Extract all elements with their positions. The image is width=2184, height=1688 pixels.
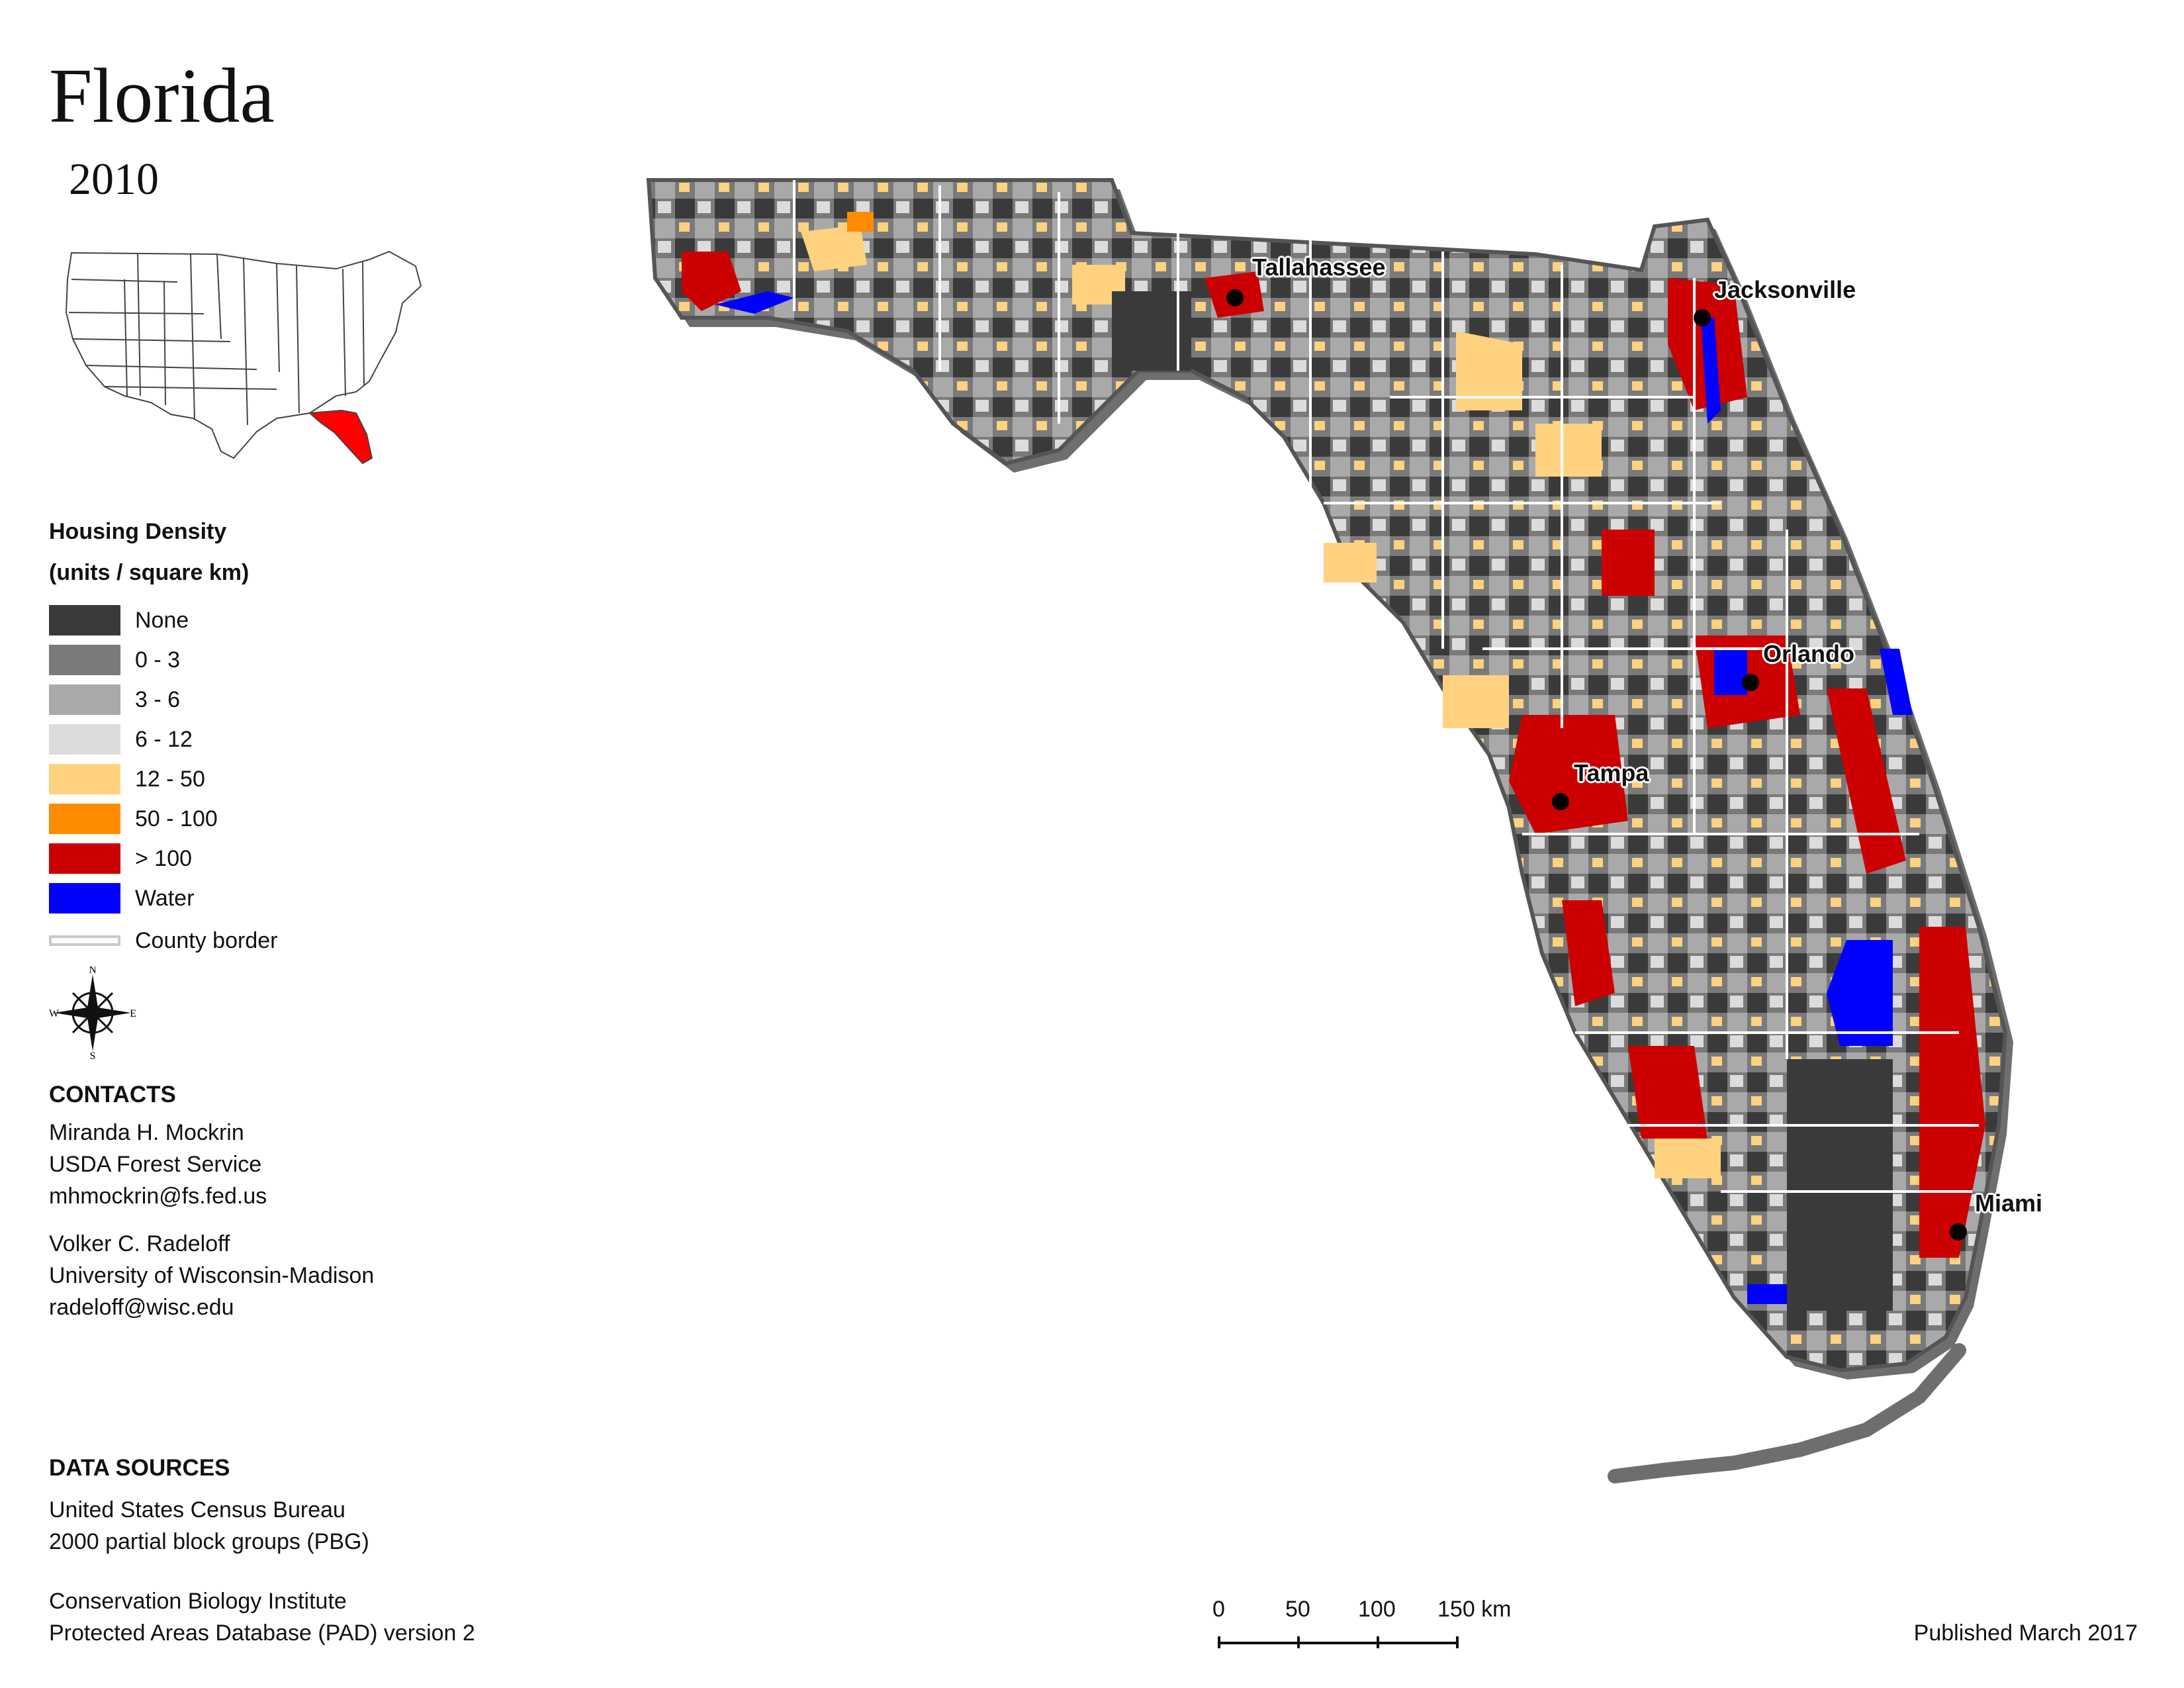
density-patches <box>682 212 1985 1311</box>
contact-name: Miranda H. Mockrin <box>49 1120 244 1145</box>
data-sources-heading: DATA SOURCES <box>49 1455 230 1481</box>
city-marker-orlando <box>1742 674 1759 691</box>
city-label-tallahassee: Tallahassee <box>1252 254 1386 281</box>
legend-swatch <box>49 605 120 635</box>
legend-item: > 100 <box>49 842 393 875</box>
legend-item: 12 - 50 <box>49 763 393 796</box>
legend-swatch <box>49 764 120 794</box>
legend-swatch <box>49 645 120 675</box>
us-locator-inset <box>65 250 422 465</box>
city-label-orlando: Orlando <box>1763 640 1855 667</box>
florida-keys <box>1608 1343 1966 1483</box>
legend-label: County border <box>135 927 278 953</box>
legend-item: 50 - 100 <box>49 802 393 835</box>
legend-label: 6 - 12 <box>135 726 193 752</box>
city-marker-jacksonville <box>1694 309 1711 326</box>
legend-item: 0 - 3 <box>49 643 393 677</box>
city-marker-tallahassee <box>1226 289 1244 306</box>
scale-tick-label: 150 km <box>1437 1597 1512 1622</box>
legend-item-county-border: County border <box>49 924 393 957</box>
legend-item: 3 - 6 <box>49 683 393 716</box>
published-date: Published March 2017 <box>1913 1620 2138 1646</box>
contact-email: radeloff@wisc.edu <box>49 1295 234 1320</box>
compass-n: N <box>89 966 97 976</box>
legend-label: 50 - 100 <box>135 806 218 831</box>
legend-heading: Housing Density <box>49 519 227 544</box>
legend-label: 12 - 50 <box>135 766 205 792</box>
data-source-line: 2000 partial block groups (PBG) <box>49 1529 369 1554</box>
contact-org: USDA Forest Service <box>49 1152 262 1177</box>
data-source-line: Conservation Biology Institute <box>49 1589 347 1614</box>
legend-swatch <box>49 804 120 834</box>
legend-label: > 100 <box>135 845 193 871</box>
compass-e: E <box>130 1008 136 1019</box>
legend-item: Water <box>49 882 393 915</box>
city-marker-tampa <box>1552 793 1569 810</box>
contacts-heading: CONTACTS <box>49 1082 176 1107</box>
legend-swatch <box>49 843 120 874</box>
scale-tick-label: 50 <box>1285 1597 1310 1622</box>
compass-s: S <box>90 1051 96 1059</box>
county-borders <box>793 180 1979 1193</box>
contact-org: University of Wisconsin-Madison <box>49 1263 375 1288</box>
city-marker-miami <box>1950 1223 1967 1241</box>
data-source-line: Protected Areas Database (PAD) version 2 <box>49 1620 475 1646</box>
legend-label: 0 - 3 <box>135 647 181 673</box>
compass-rose-icon: N S W E <box>49 966 136 1059</box>
scale-bar <box>1218 1636 1459 1648</box>
legend-item: None <box>49 604 393 637</box>
data-source-line: United States Census Bureau <box>49 1497 345 1523</box>
legend-swatch <box>49 724 120 755</box>
legend-label: None <box>135 607 189 633</box>
scale-tick-label: 0 <box>1212 1597 1225 1622</box>
map-year: 2010 <box>69 154 159 204</box>
scale-tick-label: 100 <box>1358 1597 1396 1622</box>
contact-email: mhmockrin@fs.fed.us <box>49 1184 267 1209</box>
us-outline <box>65 250 422 459</box>
legend-units: (units / square km) <box>49 560 250 585</box>
contact-name: Volker C. Radeloff <box>49 1231 230 1256</box>
compass-w: W <box>49 1008 60 1019</box>
city-label-miami: Miami <box>1975 1190 2043 1217</box>
city-label-tampa: Tampa <box>1574 759 1649 786</box>
florida-highlight <box>308 409 373 465</box>
legend-swatch-county-border <box>49 935 120 946</box>
legend-swatch <box>49 883 120 914</box>
legend-label: 3 - 6 <box>135 686 181 712</box>
legend-label: Water <box>135 885 195 911</box>
legend-item: 6 - 12 <box>49 723 393 756</box>
city-label-jacksonville: Jacksonville <box>1714 276 1856 303</box>
map-title: Florida <box>49 52 275 139</box>
legend-swatch <box>49 684 120 715</box>
